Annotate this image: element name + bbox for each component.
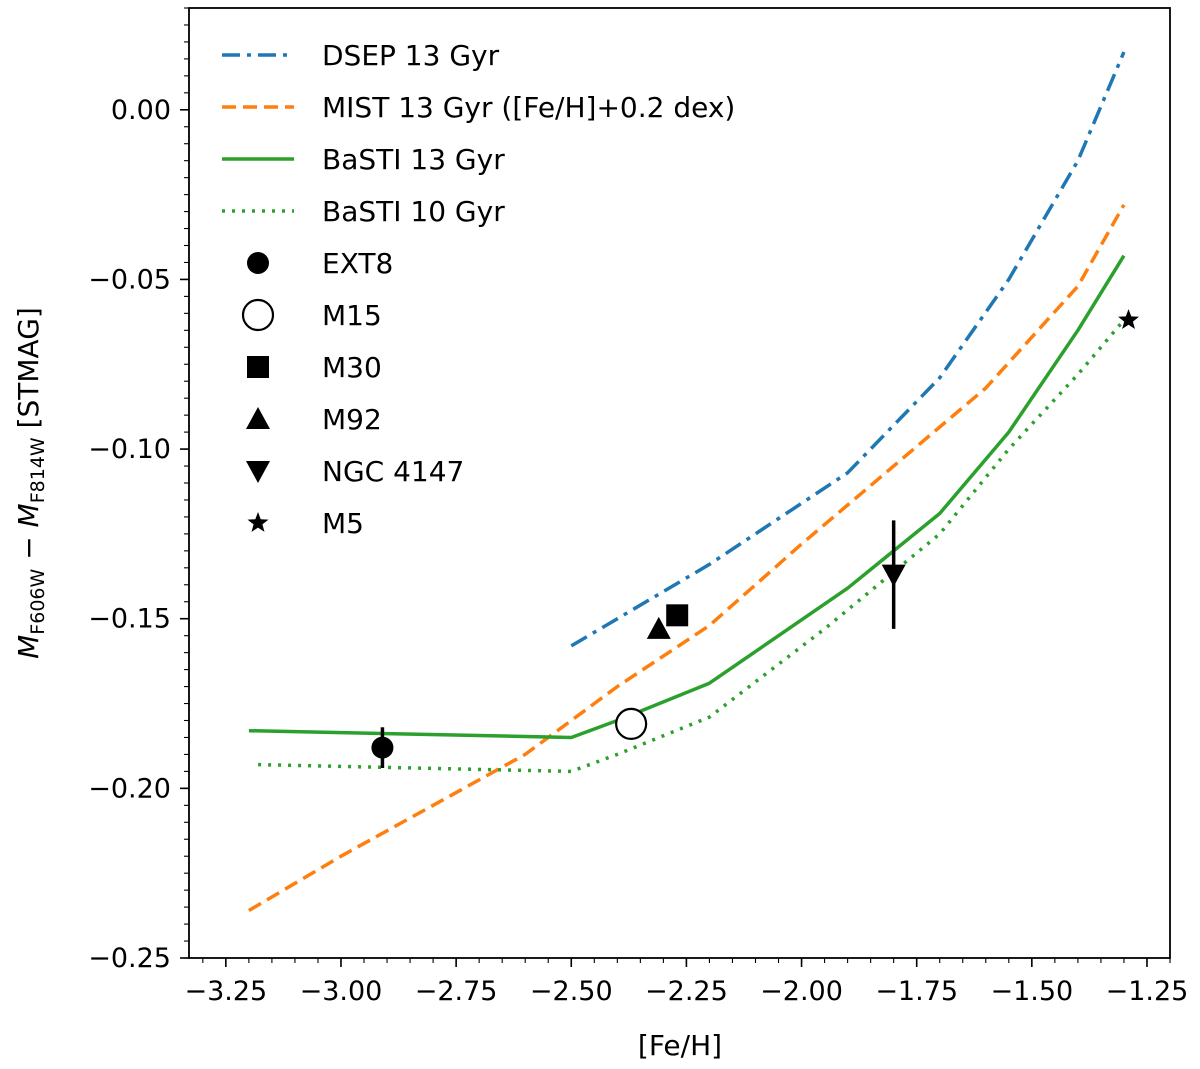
legend-label: DSEP 13 Gyr: [322, 39, 500, 72]
x-tick-label: −3.00: [300, 976, 383, 1007]
legend-label: MIST 13 Gyr ([Fe/H]+0.2 dex): [322, 91, 735, 124]
point-m5: [1118, 309, 1139, 329]
y-tick-label: −0.20: [88, 773, 171, 804]
x-tick-label: −1.75: [875, 976, 958, 1007]
x-axis-ticks: −3.25 −3.00 −2.75 −2.50 −2.25 −2.00 −1.75 −1.50…: [184, 958, 1188, 1007]
plot-frame: [188, 7, 1171, 959]
legend-label: M92: [322, 403, 382, 436]
legend-label: BaSTI 10 Gyr: [322, 195, 505, 228]
legend-marker: [241, 298, 275, 332]
legend-marker: [247, 512, 269, 532]
series-line: [570, 51, 1126, 648]
y-axis-label-m1: M: [12, 635, 45, 659]
y-tick-label: 0.00: [111, 95, 171, 126]
series-line: [248, 254, 1126, 740]
legend-marker: [247, 252, 269, 274]
x-tick-label: −2.25: [645, 976, 728, 1007]
point-ngc-4147: [881, 564, 906, 587]
y-axis-label-unit: [STMAG]: [12, 307, 45, 437]
x-tick-label: −2.00: [760, 976, 843, 1007]
legend-marker: [247, 356, 269, 378]
y-axis-label-sub2: F814W: [27, 437, 49, 503]
legend-label: EXT8: [322, 247, 393, 280]
legend-label: M5: [322, 507, 364, 540]
y-axis-label-minus: −: [12, 527, 45, 568]
point-m92: [646, 616, 671, 639]
x-tick-label: −1.25: [1106, 976, 1189, 1007]
legend: DSEP 13 Gyr MIST 13 Gyr ([Fe/H]+0.2 dex) B…: [222, 39, 735, 540]
x-tick-label: −2.75: [415, 976, 498, 1007]
y-tick-label: −0.10: [88, 434, 171, 465]
series-line: [248, 203, 1126, 913]
y-axis-label: MF606W − MF814W [STMAG]: [12, 307, 49, 659]
x-tick-label: −1.50: [990, 976, 1073, 1007]
y-axis-label-sub1: F606W: [27, 569, 49, 635]
legend-label: M30: [322, 351, 382, 384]
series-lines: [248, 51, 1126, 913]
x-tick-label: −3.25: [184, 976, 267, 1007]
x-axis-label: [Fe/H]: [638, 1029, 722, 1062]
x-tick-label: −2.50: [530, 976, 613, 1007]
legend-label: BaSTI 13 Gyr: [322, 143, 505, 176]
point-ext8: [371, 736, 394, 759]
y-axis-ticks: −0.25 −0.20 −0.15 −0.10 −0.05 0.00: [88, 7, 189, 974]
legend-label: NGC 4147: [322, 455, 464, 488]
legend-marker: [246, 461, 270, 483]
plot-background: [189, 8, 1170, 958]
y-tick-label: −0.15: [88, 604, 171, 635]
data-points: [371, 309, 1139, 768]
y-tick-label: −0.05: [88, 264, 171, 295]
legend-marker: [246, 407, 270, 429]
point-m15: [615, 707, 648, 740]
y-tick-label: −0.25: [88, 943, 171, 974]
point-m30: [666, 604, 689, 627]
legend-label: M15: [322, 299, 382, 332]
y-axis-label-m2: M: [12, 503, 45, 527]
